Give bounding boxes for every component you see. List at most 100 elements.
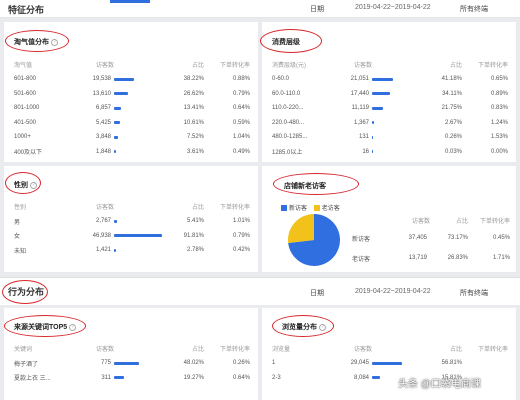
row-label: 女 <box>14 234 21 241</box>
row-bar-cell <box>114 130 166 145</box>
annotation-circle <box>272 315 334 337</box>
col-header: 访客数 <box>353 346 372 353</box>
row-label: 480.0-1285... <box>272 134 308 141</box>
col-header: 占比 <box>455 218 468 225</box>
col-header: 占比 <box>191 346 204 353</box>
legend-old: 老访客 <box>321 206 340 212</box>
row-conv: 0.79% <box>232 232 250 239</box>
row-pct: 73.17% <box>447 235 468 241</box>
watermark: 头条 @口袋电商课 <box>398 379 481 390</box>
col-header: 淘气值 <box>14 62 33 69</box>
row-visitors: 13,719 <box>408 255 427 261</box>
row-label: 夏款上衣 三... <box>14 376 51 383</box>
annotation-circle <box>2 280 48 304</box>
table-row: 梅子酒了 775 48.02% 0.26% <box>14 356 250 371</box>
gender-table: 性别 访客数 占比 下单转化率 男 2,767 5.41% 1.01% 女 46,938 9… <box>14 198 250 258</box>
row-bar-cell <box>114 101 166 116</box>
behavior-date-label: 日期 <box>310 290 324 297</box>
row-label: 未知 <box>14 248 27 255</box>
table-row: 老访客 13,719 26.83% 1.71% <box>352 248 510 268</box>
row-label: 601-800 <box>14 76 37 83</box>
date-label: 日期 <box>310 6 324 13</box>
table-row: 1000+ 3,848 7.52% 1.04% <box>14 130 250 145</box>
row-label: 401-500 <box>14 119 37 126</box>
col-header: 下单转化率 <box>219 346 250 353</box>
row-label: 220.0-480... <box>272 119 305 126</box>
row-visitors: 16 <box>362 148 369 155</box>
row-label: 801-1000 <box>14 105 40 112</box>
annotation-circle <box>260 29 322 53</box>
row-pct: 0.26% <box>444 134 462 141</box>
row-visitors: 5,425 <box>95 119 111 126</box>
legend: 新访客 老访客 <box>281 203 340 212</box>
consumption-table: 消费层级(元) 访客数 占比 下单转化率 0-60.0 21,051 41.18% 0… <box>272 56 508 159</box>
row-bar-cell <box>114 87 166 102</box>
row-label: 60.0-110.0 <box>272 90 301 97</box>
table-row: 400及以下 1,848 3.61% 0.49% <box>14 145 250 160</box>
row-visitors: 1,367 <box>353 119 369 126</box>
row-visitors: 775 <box>100 360 111 367</box>
row-visitors: 8,084 <box>353 374 369 381</box>
pie-slice-new[interactable] <box>288 214 340 266</box>
share-bar <box>114 248 116 252</box>
row-conv: 0.89% <box>490 90 508 97</box>
row-bar-cell <box>114 116 166 131</box>
table-row: 夏款上衣 三... 311 19.27% 0.64% <box>14 371 250 386</box>
row-conv: 0.79% <box>232 90 250 97</box>
pie-slice-old[interactable] <box>288 214 314 243</box>
naughty-table: 淘气值 访客数 占比 下单转化率 601-800 19,538 38.22% 0.88… <box>14 56 250 159</box>
behavior-date-range[interactable]: 2019-04-22~2019-04-22 <box>355 288 431 295</box>
share-bar <box>372 106 384 110</box>
col-header: 访客数 <box>95 346 114 353</box>
row-pct: 13.41% <box>183 105 204 112</box>
row-visitors: 19,538 <box>92 76 111 83</box>
share-bar <box>372 77 394 81</box>
row-pct: 48.02% <box>183 360 204 367</box>
row-pct: 5.41% <box>186 218 204 225</box>
row-pct: 26.62% <box>183 90 204 97</box>
row-pct: 56.81% <box>441 360 462 367</box>
behavior-header: 行为分布 日期 2019-04-22~2019-04-22 所有终端 <box>0 277 520 305</box>
row-bar-cell <box>114 72 166 87</box>
row-conv: 1.04% <box>232 134 250 141</box>
row-bar-cell <box>372 145 424 160</box>
row-pct: 2.78% <box>186 247 204 254</box>
row-bar-cell <box>114 214 166 229</box>
col-header: 下单转化率 <box>219 62 250 69</box>
col-header: 下单转化率 <box>479 218 510 225</box>
row-visitors: 13,610 <box>92 90 111 97</box>
row-label: 0-60.0 <box>272 76 290 83</box>
table-row: 女 46,938 91.81% 0.79% <box>14 229 250 244</box>
table-row: 501-600 13,610 26.62% 0.79% <box>14 87 250 102</box>
share-bar <box>114 92 129 96</box>
new-old-pie-chart <box>288 214 340 266</box>
col-header: 访客数 <box>95 204 114 211</box>
row-visitors: 29,045 <box>350 360 369 367</box>
row-conv: 0.65% <box>490 76 508 83</box>
row-pct: 38.22% <box>183 76 204 83</box>
row-visitors: 1,848 <box>95 148 111 155</box>
row-bar-cell <box>114 145 166 160</box>
table-row: 1285.0以上 16 0.03% 0.00% <box>272 145 508 160</box>
row-pct: 15.81% <box>441 374 462 381</box>
row-conv: 1.24% <box>490 119 508 126</box>
terminal-select[interactable]: 所有终端 <box>460 6 488 13</box>
row-pct: 0.03% <box>444 148 462 155</box>
row-label: 400及以下 <box>14 150 43 157</box>
row-conv: 0.00% <box>490 148 508 155</box>
col-header: 消费层级(元) <box>272 62 306 69</box>
share-bar <box>114 150 117 154</box>
row-pct: 26.83% <box>447 255 468 261</box>
date-range-picker[interactable]: 2019-04-22~2019-04-22 <box>355 4 431 11</box>
row-bar-cell <box>372 116 424 131</box>
row-visitors: 311 <box>101 374 111 381</box>
col-header: 下单转化率 <box>219 204 250 211</box>
behavior-terminal-select[interactable]: 所有终端 <box>460 290 488 297</box>
table-row: 1 29,045 56.81% <box>272 356 508 371</box>
row-conv: 0.59% <box>232 119 250 126</box>
row-conv: 0.45% <box>492 235 510 241</box>
table-row: 新访客 37,405 73.17% 0.45% <box>352 228 510 248</box>
col-header: 占比 <box>449 62 462 69</box>
share-bar <box>372 135 373 139</box>
row-conv: 1.71% <box>492 255 510 261</box>
